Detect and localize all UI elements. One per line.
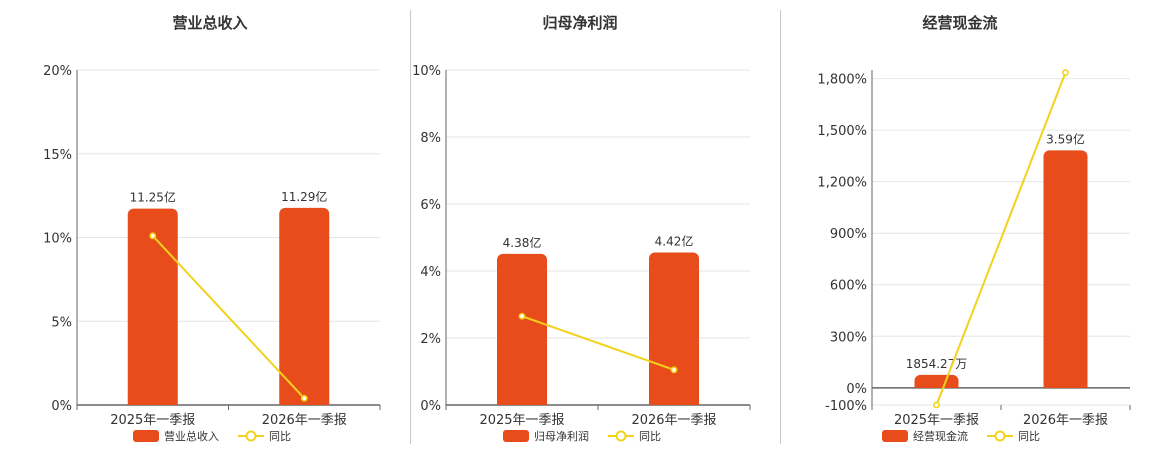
y-tick-label: 10%	[43, 232, 72, 247]
y-tick-label: 300%	[830, 330, 867, 345]
y-tick-label: 600%	[830, 279, 867, 294]
yoy-line	[152, 235, 305, 399]
bar-data-label: 4.38亿	[503, 235, 542, 250]
x-category-label: 2026年一季报	[631, 413, 716, 428]
chart-title: 经营现金流	[922, 14, 997, 32]
bar-revenue	[127, 208, 178, 405]
y-tick-label: 900%	[830, 227, 867, 242]
chart-title: 营业总收入	[172, 14, 247, 32]
bar-base-fill	[649, 399, 699, 405]
y-tick-label: 1,200%	[817, 176, 867, 191]
x-category-label: 2026年一季报	[262, 413, 347, 428]
y-tick-label: 10%	[412, 64, 441, 79]
bar-base-fill	[497, 399, 547, 405]
revenue-chart: 营业总收入 0% 5% 10% 15% 20% 2025年一季报 2026年一季报 11.25亿…	[43, 14, 381, 443]
x-category-label: 2025年一季报	[894, 413, 979, 428]
yoy-point	[518, 312, 526, 320]
yoy-point	[1062, 69, 1069, 76]
bar-base-fill	[1043, 381, 1088, 388]
legend-bar-swatch	[133, 430, 159, 442]
y-tick-label: 0%	[420, 399, 441, 414]
panel-divider-2	[780, 10, 781, 444]
bar-base-fill	[279, 399, 330, 405]
cashflow-chart: 经营现金流 -100% 0% 300% 600% 900% 1,200% 1,500% 1,80…	[817, 14, 1131, 443]
yoy-point	[300, 394, 308, 402]
legend-bar-label: 经营现金流	[913, 429, 968, 443]
x-category-label: 2025年一季报	[110, 413, 195, 428]
y-tick-label: 8%	[420, 131, 441, 146]
legend-line-label: 同比	[269, 430, 291, 443]
y-tick-label: 1,500%	[817, 124, 867, 139]
bar-data-label: 3.59亿	[1046, 131, 1085, 146]
legend-bar-label: 归母净利润	[534, 429, 589, 443]
y-tick-label: 0%	[846, 382, 867, 397]
bar-base-fill	[127, 399, 178, 405]
bar-base-fill	[914, 381, 959, 388]
y-tick-label: -100%	[825, 399, 867, 414]
chart-panel-revenue: 营业总收入 0% 5% 10% 15% 20% 2025年一季报 2026年一季报 11.25亿…	[0, 0, 400, 450]
y-tick-label: 20%	[43, 64, 72, 79]
yoy-line	[935, 72, 1067, 406]
yoy-point	[670, 366, 678, 374]
panel-divider-1	[410, 10, 411, 444]
y-tick-label: 2%	[420, 332, 441, 347]
legend-line-marker	[615, 430, 627, 442]
bar-data-label: 1854.27万	[906, 357, 968, 371]
bar-net-profit	[649, 252, 699, 405]
legend-line-label: 同比	[1018, 430, 1040, 443]
yoy-point	[149, 232, 157, 240]
bar-data-label: 4.42亿	[655, 233, 694, 248]
bar-net-profit	[497, 253, 547, 405]
net-profit-chart: 归母净利润 0% 2% 4% 6% 8% 10% 2025年一季报 2026年一季报 4.38亿 4…	[412, 14, 751, 443]
legend-line-label: 同比	[639, 430, 661, 443]
bar-data-label: 11.29亿	[281, 189, 327, 204]
y-tick-label: 4%	[420, 265, 441, 280]
y-tick-label: 6%	[420, 198, 441, 213]
legend-line-marker	[994, 430, 1006, 442]
chart-panel-net-profit: 归母净利润 0% 2% 4% 6% 8% 10% 2025年一季报 2026年一季报 4.38亿 4…	[370, 0, 770, 450]
bar-revenue	[279, 207, 330, 405]
legend-bar-swatch	[882, 430, 908, 442]
yoy-point	[933, 401, 940, 409]
x-category-label: 2025年一季报	[479, 413, 564, 428]
y-tick-label: 5%	[51, 315, 72, 330]
y-tick-label: 15%	[43, 148, 72, 163]
legend-line-marker	[245, 430, 257, 442]
bar-cashflow	[1043, 150, 1088, 388]
legend-bar-label: 营业总收入	[164, 429, 219, 443]
chart-panel-cashflow: 经营现金流 -100% 0% 300% 600% 900% 1,200% 1,500% 1,80…	[780, 0, 1160, 450]
chart-title: 归母净利润	[542, 14, 617, 32]
x-category-label: 2026年一季报	[1023, 413, 1108, 428]
y-tick-label: 1,800%	[817, 73, 867, 88]
bar-data-label: 11.25亿	[130, 190, 176, 205]
yoy-line	[521, 315, 675, 371]
y-tick-label: 0%	[51, 399, 72, 414]
legend-bar-swatch	[503, 430, 529, 442]
